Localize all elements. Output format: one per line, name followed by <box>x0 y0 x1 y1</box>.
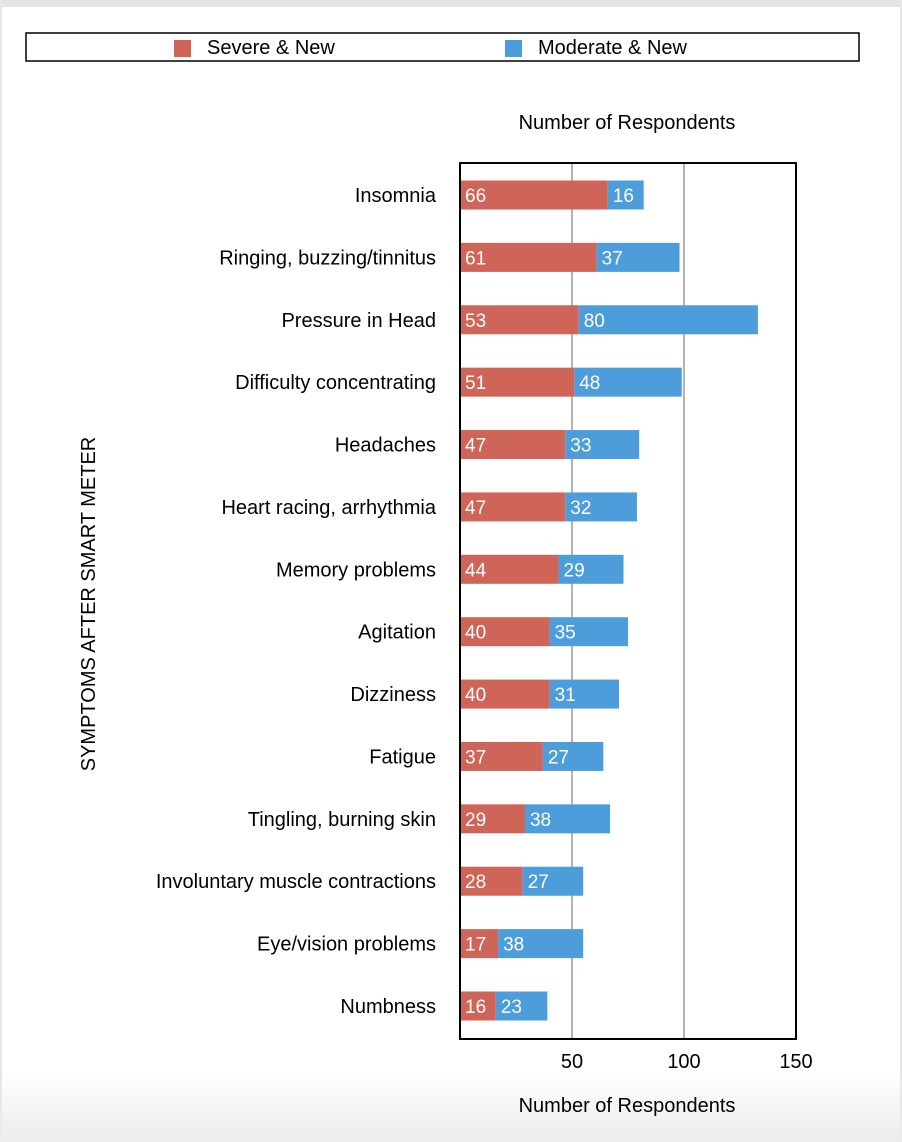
category-label: Headaches <box>335 435 436 457</box>
category-label: Eye/vision problems <box>257 934 436 956</box>
bar-moderate <box>549 617 628 647</box>
category-label: Fatigue <box>369 746 436 768</box>
left-edge <box>0 0 2 1142</box>
data-label-severe: 44 <box>465 560 487 581</box>
data-label-moderate: 23 <box>501 997 522 1018</box>
category-label: Agitation <box>358 622 436 644</box>
chart-title: Number of Respondents <box>519 112 736 134</box>
bar-moderate <box>558 554 624 584</box>
bar-moderate <box>495 991 548 1021</box>
bar-severe <box>460 929 499 959</box>
data-label-moderate: 31 <box>555 685 576 706</box>
category-label: Dizziness <box>350 684 436 706</box>
bar-severe <box>460 679 550 709</box>
bar-moderate <box>596 242 680 272</box>
x-axis-label: Number of Respondents <box>519 1095 736 1117</box>
x-tick-label: 100 <box>667 1051 700 1073</box>
data-label-severe: 40 <box>465 685 486 706</box>
bar-severe <box>460 180 608 210</box>
data-label-severe: 53 <box>465 311 486 332</box>
bar-severe <box>460 866 523 896</box>
legend: Severe & New Moderate & New <box>25 32 860 62</box>
bottom-shadow <box>0 1072 902 1142</box>
data-label-severe: 40 <box>465 623 486 644</box>
data-label-moderate: 33 <box>570 436 591 457</box>
bar-severe <box>460 741 543 771</box>
bar-moderate <box>565 430 640 460</box>
bar-severe <box>460 367 575 397</box>
data-label-moderate: 29 <box>564 560 585 581</box>
data-label-severe: 17 <box>465 935 486 956</box>
bar-moderate <box>565 492 637 522</box>
category-label: Difficulty concentrating <box>235 372 436 394</box>
legend-label-moderate: Moderate & New <box>538 37 688 59</box>
bar-severe <box>460 242 597 272</box>
bar-severe <box>460 991 496 1021</box>
data-label-moderate: 27 <box>528 872 549 893</box>
category-labels: Insomnia Ringing, buzzing/tinnitus Pressur… <box>156 185 437 1018</box>
y-axis-label: SYMPTOMS AFTER SMART METER <box>78 437 100 772</box>
legend-swatch-moderate <box>505 40 522 57</box>
data-label-severe: 51 <box>465 373 486 394</box>
category-label: Memory problems <box>276 559 436 581</box>
bar-moderate <box>542 741 604 771</box>
bar-moderate <box>574 367 682 397</box>
data-label-moderate: 37 <box>602 248 623 269</box>
data-label-severe: 47 <box>465 498 486 519</box>
x-tick-label: 50 <box>561 1051 583 1073</box>
data-label-severe: 66 <box>465 186 486 207</box>
bars: 66 16 61 37 53 80 51 48 47 33 47 32 44 29 40 35 40 31 37 27… <box>460 180 758 1021</box>
data-label-severe: 47 <box>465 436 486 457</box>
bar-moderate <box>522 866 584 896</box>
data-label-severe: 16 <box>465 997 486 1018</box>
data-label-moderate: 27 <box>548 747 569 768</box>
bar-severe <box>460 554 559 584</box>
legend-box <box>25 32 860 62</box>
data-label-severe: 28 <box>465 872 486 893</box>
data-label-moderate: 80 <box>584 311 605 332</box>
category-label: Pressure in Head <box>281 310 436 332</box>
gridlines <box>571 163 685 1039</box>
data-label-moderate: 48 <box>579 373 600 394</box>
bar-severe <box>460 305 579 335</box>
data-label-moderate: 35 <box>555 623 576 644</box>
bar-severe <box>460 430 566 460</box>
category-label: Insomnia <box>355 185 437 207</box>
x-tick-labels: 50 100 150 <box>561 1051 813 1073</box>
data-label-moderate: 38 <box>503 935 524 956</box>
right-edge <box>900 0 902 1142</box>
bar-moderate <box>498 929 584 959</box>
bar-moderate <box>524 804 611 834</box>
bar-moderate <box>607 180 644 210</box>
data-label-severe: 29 <box>465 810 486 831</box>
top-border <box>0 0 902 7</box>
category-label: Numbness <box>340 996 436 1018</box>
category-label: Tingling, burning skin <box>248 809 436 831</box>
category-label: Ringing, buzzing/tinnitus <box>219 247 436 269</box>
bar-moderate <box>578 305 758 335</box>
bar-severe <box>460 804 525 834</box>
data-label-moderate: 16 <box>613 186 634 207</box>
legend-label-severe: Severe & New <box>207 37 335 59</box>
bar-severe <box>460 617 550 647</box>
data-label-severe: 61 <box>465 248 486 269</box>
data-label-moderate: 38 <box>530 810 551 831</box>
x-tick-label: 150 <box>779 1051 812 1073</box>
data-label-moderate: 32 <box>570 498 591 519</box>
legend-swatch-severe <box>174 40 191 57</box>
bar-moderate <box>549 679 620 709</box>
category-label: Heart racing, arrhythmia <box>221 497 436 519</box>
data-label-severe: 37 <box>465 747 486 768</box>
bar-severe <box>460 492 566 522</box>
plot-frame <box>459 162 797 1040</box>
category-label: Involuntary muscle contractions <box>156 871 436 893</box>
